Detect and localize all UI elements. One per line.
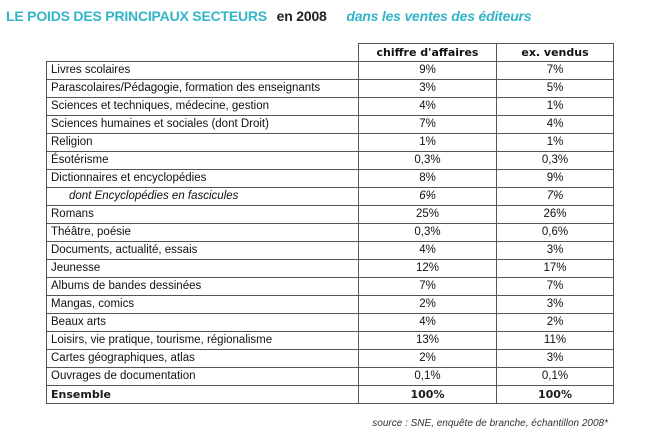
ex-vendus-cell: 3%: [496, 295, 614, 314]
chiffre-affaires-cell: 6%: [358, 187, 497, 206]
sector-label: Ésotérisme: [46, 151, 359, 170]
sector-label: Sciences humaines et sociales (dont Droi…: [46, 115, 359, 134]
ex-vendus-cell: 0,3%: [496, 151, 614, 170]
chiffre-affaires-cell: 7%: [358, 277, 497, 296]
ex-vendus-cell: 7%: [496, 277, 614, 296]
chiffre-affaires-cell: 0,1%: [358, 367, 497, 386]
table-row: Jeunesse 12% 17%: [46, 259, 614, 278]
sector-table: chiffre d'affaires ex. vendus Livres sco…: [46, 43, 614, 404]
chiffre-affaires-cell: 9%: [358, 61, 497, 80]
chiffre-affaires-cell: 8%: [358, 169, 497, 188]
sector-label: Romans: [46, 205, 359, 224]
table-row: Sciences et techniques, médecine, gestio…: [46, 97, 614, 116]
chiffre-affaires-cell: 2%: [358, 295, 497, 314]
table-row: Sciences humaines et sociales (dont Droi…: [46, 115, 614, 134]
table-row: dont Encyclopédies en fascicules 6% 7%: [46, 187, 614, 206]
table-row: Beaux arts 4% 2%: [46, 313, 614, 332]
table-row: Documents, actualité, essais 4% 3%: [46, 241, 614, 260]
ex-vendus-cell: 7%: [496, 187, 614, 206]
page-title: LE POIDS DES PRINCIPAUX SECTEURS en 2008…: [6, 8, 532, 26]
sector-label: Mangas, comics: [46, 295, 359, 314]
sector-label: Religion: [46, 133, 359, 152]
header-chiffre-affaires: chiffre d'affaires: [358, 43, 497, 62]
table-row: Albums de bandes dessinées 7% 7%: [46, 277, 614, 296]
ex-vendus-cell: 1%: [496, 133, 614, 152]
source-note: source : SNE, enquête de branche, échant…: [372, 418, 608, 429]
sector-label: Beaux arts: [46, 313, 359, 332]
header-row: chiffre d'affaires ex. vendus: [46, 43, 614, 62]
ex-vendus-cell: 2%: [496, 313, 614, 332]
chiffre-affaires-cell: 4%: [358, 97, 497, 116]
sector-label: Jeunesse: [46, 259, 359, 278]
table-row: Dictionnaires et encyclopédies 8% 9%: [46, 169, 614, 188]
chiffre-affaires-cell: 7%: [358, 115, 497, 134]
sector-label: Documents, actualité, essais: [46, 241, 359, 260]
chiffre-affaires-cell: 4%: [358, 241, 497, 260]
sector-label: Ensemble: [46, 385, 359, 404]
table-row: Ouvrages de documentation 0,1% 0,1%: [46, 367, 614, 386]
table-row: Théâtre, poésie 0,3% 0,6%: [46, 223, 614, 242]
chiffre-affaires-cell: 4%: [358, 313, 497, 332]
ex-vendus-cell: 0,1%: [496, 367, 614, 386]
chiffre-affaires-cell: 13%: [358, 331, 497, 350]
sector-label: Sciences et techniques, médecine, gestio…: [46, 97, 359, 116]
table-row: Loisirs, vie pratique, tourisme, régiona…: [46, 331, 614, 350]
ex-vendus-cell: 3%: [496, 241, 614, 260]
title-year: en 2008: [276, 8, 327, 24]
chiffre-affaires-cell: 12%: [358, 259, 497, 278]
table-row: Mangas, comics 2% 3%: [46, 295, 614, 314]
sector-label: Théâtre, poésie: [46, 223, 359, 242]
table-row: Romans 25% 26%: [46, 205, 614, 224]
chiffre-affaires-cell: 0,3%: [358, 151, 497, 170]
sector-label: Dictionnaires et encyclopédies: [46, 169, 359, 188]
chiffre-affaires-cell: 2%: [358, 349, 497, 368]
table-row: Ésotérisme 0,3% 0,3%: [46, 151, 614, 170]
table-row: Cartes géographiques, atlas 2% 3%: [46, 349, 614, 368]
ex-vendus-cell: 7%: [496, 61, 614, 80]
ex-vendus-cell: 100%: [496, 385, 614, 404]
ex-vendus-cell: 3%: [496, 349, 614, 368]
sector-label: dont Encyclopédies en fascicules: [46, 187, 359, 206]
ex-vendus-cell: 4%: [496, 115, 614, 134]
ex-vendus-cell: 17%: [496, 259, 614, 278]
header-ex-vendus: ex. vendus: [496, 43, 614, 62]
chiffre-affaires-cell: 1%: [358, 133, 497, 152]
total-row: Ensemble 100% 100%: [46, 385, 614, 404]
table-row: Livres scolaires 9% 7%: [46, 61, 614, 80]
ex-vendus-cell: 0,6%: [496, 223, 614, 242]
ex-vendus-cell: 26%: [496, 205, 614, 224]
chiffre-affaires-cell: 3%: [358, 79, 497, 98]
chiffre-affaires-cell: 100%: [358, 385, 497, 404]
ex-vendus-cell: 9%: [496, 169, 614, 188]
ex-vendus-cell: 11%: [496, 331, 614, 350]
chiffre-affaires-cell: 25%: [358, 205, 497, 224]
title-subtitle: dans les ventes des éditeurs: [346, 8, 532, 24]
ex-vendus-cell: 5%: [496, 79, 614, 98]
table-row: Parascolaires/Pédagogie, formation des e…: [46, 79, 614, 98]
sector-label: Parascolaires/Pédagogie, formation des e…: [46, 79, 359, 98]
sector-label: Ouvrages de documentation: [46, 367, 359, 386]
ex-vendus-cell: 1%: [496, 97, 614, 116]
sector-label: Cartes géographiques, atlas: [46, 349, 359, 368]
sector-label: Livres scolaires: [46, 61, 359, 80]
title-main: LE POIDS DES PRINCIPAUX SECTEURS: [6, 8, 267, 24]
header-blank: [46, 43, 359, 62]
table-row: Religion 1% 1%: [46, 133, 614, 152]
chiffre-affaires-cell: 0,3%: [358, 223, 497, 242]
sector-label: Albums de bandes dessinées: [46, 277, 359, 296]
sector-label: Loisirs, vie pratique, tourisme, régiona…: [46, 331, 359, 350]
